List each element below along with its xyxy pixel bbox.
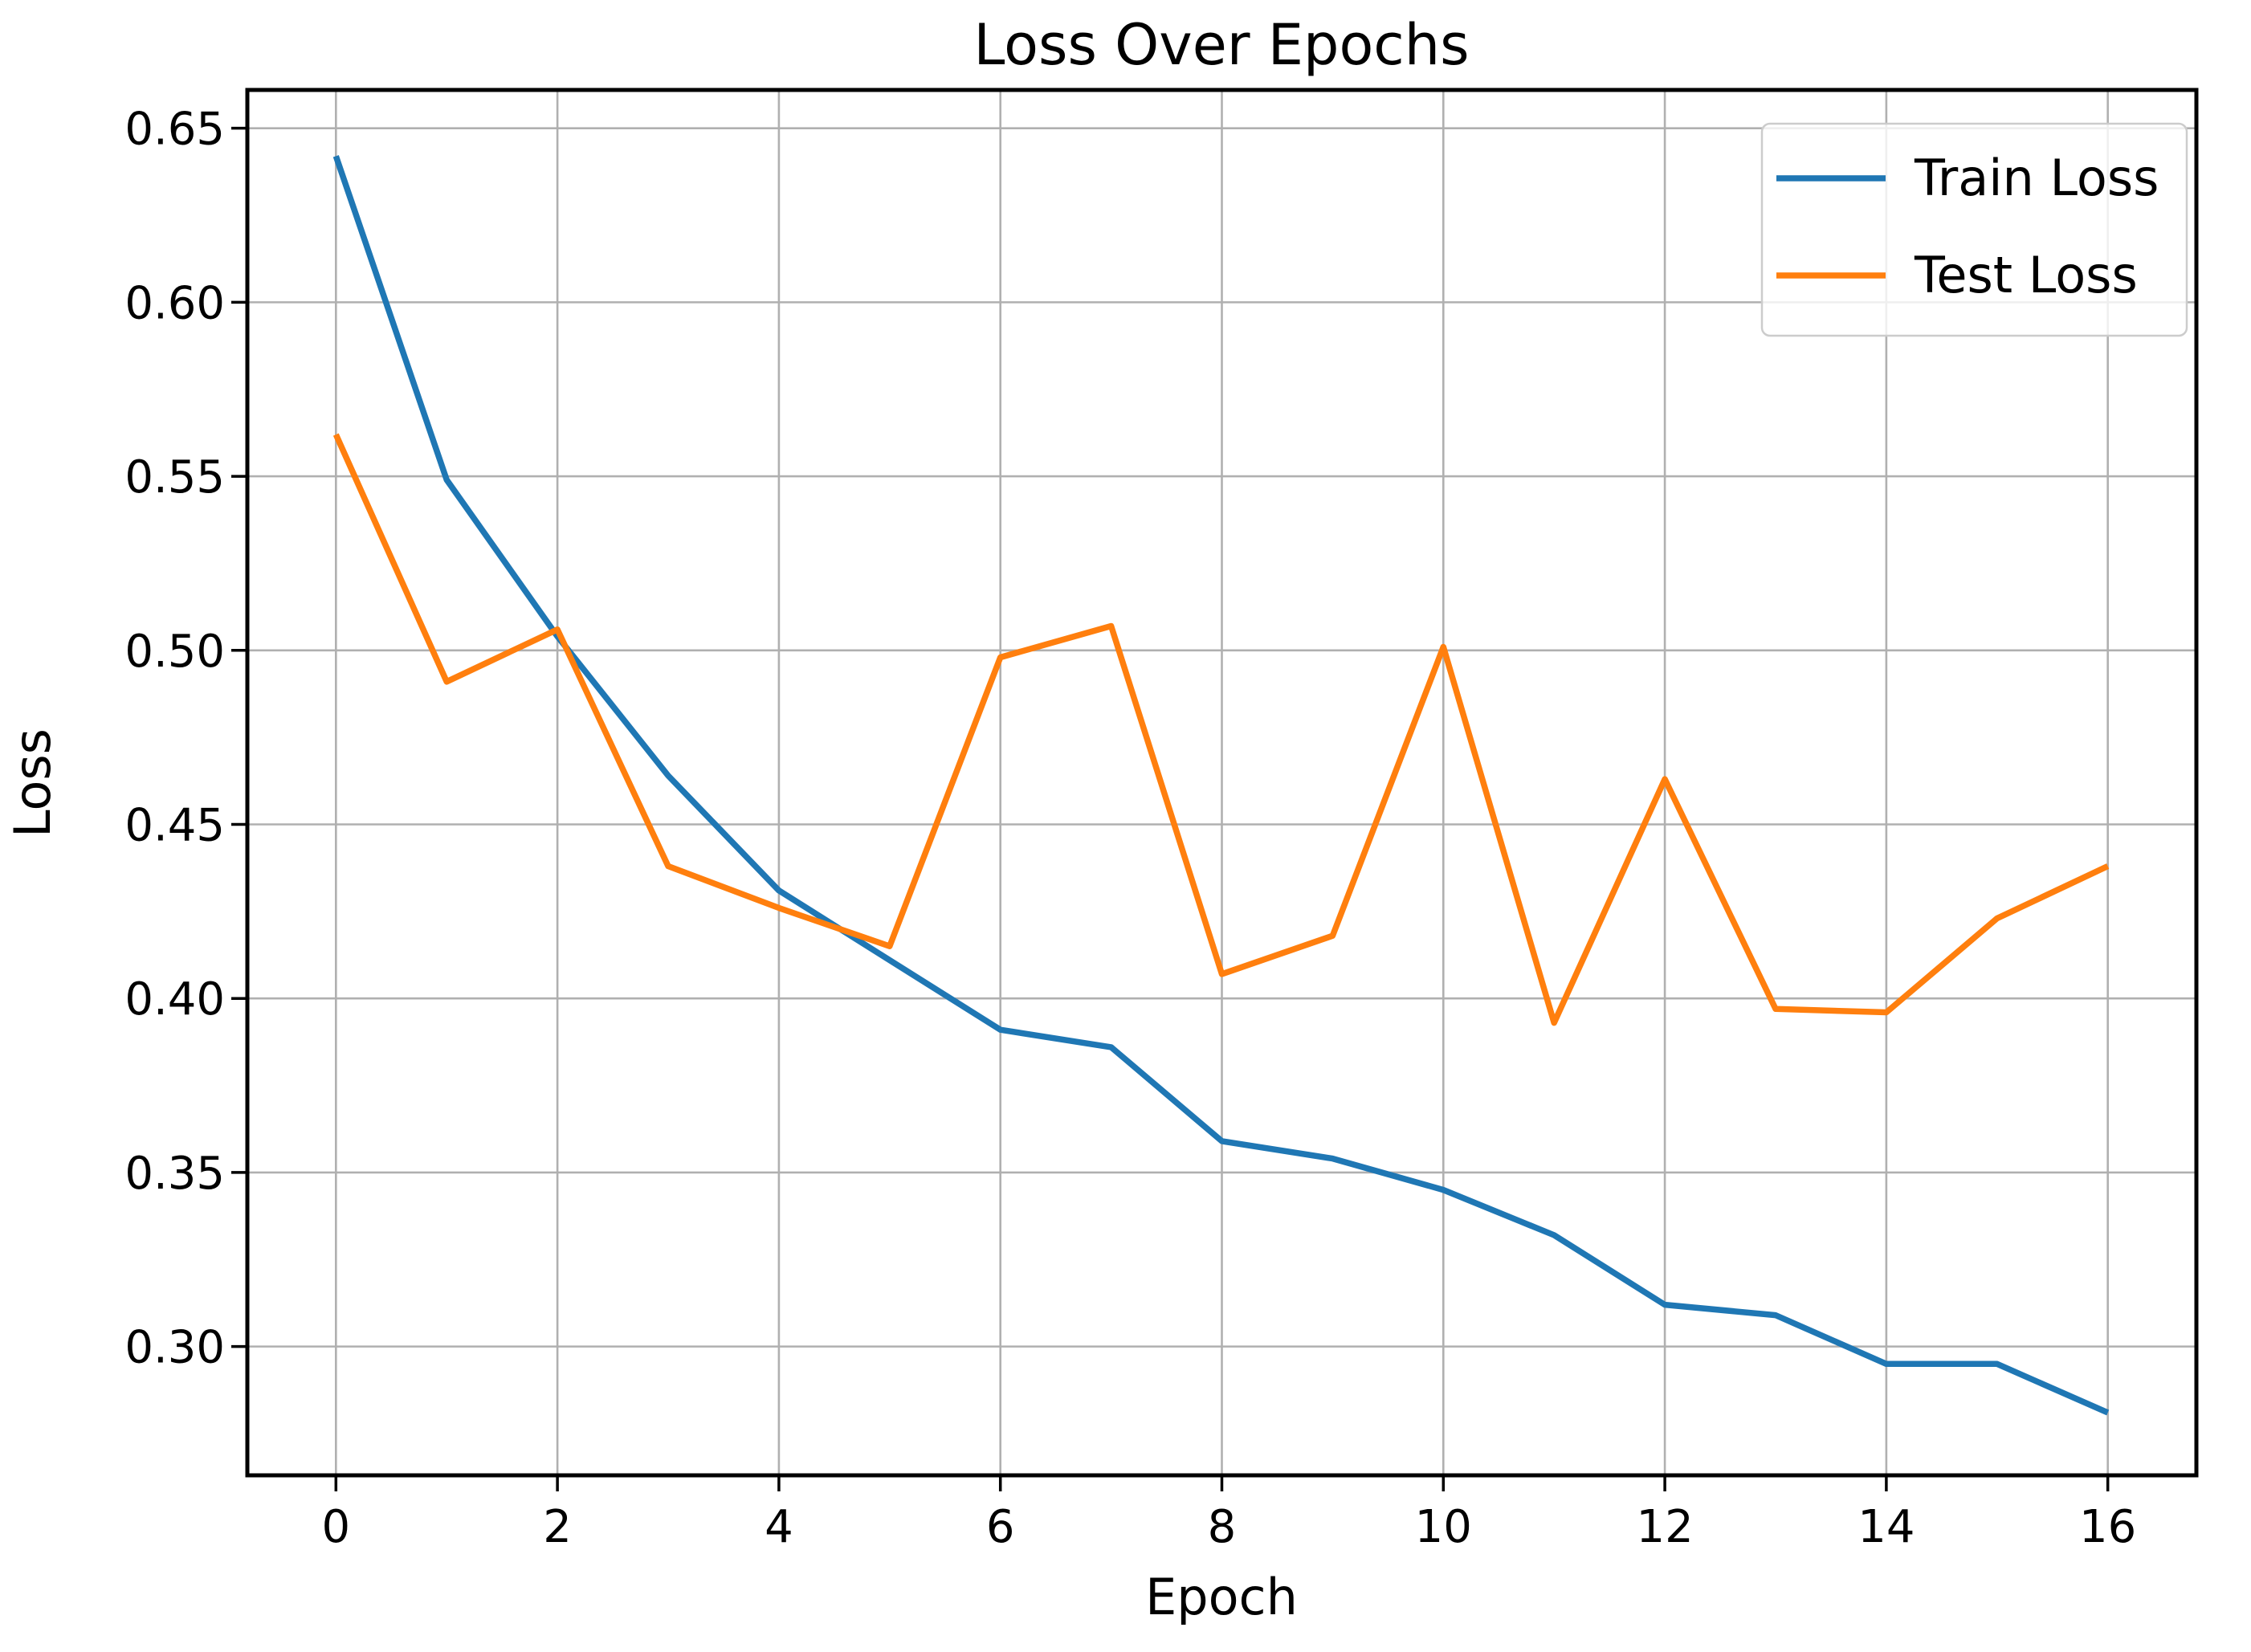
- y-tick-label-0.30: 0.30: [124, 1322, 225, 1374]
- y-tick-label-0.45: 0.45: [124, 800, 225, 852]
- x-tick-label-4: 4: [765, 1501, 793, 1553]
- grid-layer: [247, 90, 2196, 1475]
- x-tick-label-10: 10: [1415, 1501, 1472, 1553]
- train-loss-line: [332, 155, 2110, 1416]
- y-tick-label-0.35: 0.35: [124, 1148, 225, 1200]
- chart-title: Loss Over Epochs: [973, 12, 1469, 78]
- y-axis-label: Loss: [3, 728, 62, 838]
- x-axis-label: Epoch: [1145, 1568, 1298, 1626]
- x-tick-label-16: 16: [2079, 1501, 2136, 1553]
- y-tick-label-0.40: 0.40: [124, 973, 225, 1026]
- x-tick-label-2: 2: [543, 1501, 572, 1553]
- x-tick-label-8: 8: [1208, 1501, 1237, 1553]
- series-layer: [332, 155, 2110, 1416]
- x-tick-label-12: 12: [1636, 1501, 1693, 1553]
- y-tick-label-0.55: 0.55: [124, 451, 225, 504]
- x-tick-label-6: 6: [986, 1501, 1015, 1553]
- y-tick-label-0.50: 0.50: [124, 626, 225, 678]
- x-tick-label-14: 14: [1857, 1501, 1915, 1553]
- legend-label-test-loss: Test Loss: [1914, 246, 2138, 304]
- y-tick-label-0.60: 0.60: [124, 277, 225, 329]
- x-tick-label-0: 0: [321, 1501, 350, 1553]
- test-loss-line: [332, 433, 2110, 1026]
- legend-label-train-loss: Train Loss: [1914, 149, 2159, 207]
- axes-layer: 0 2 4 6 8 10 12 14 16 0.30 0.35 0.40 0.45 0.50 0.55 0.6…: [124, 88, 2199, 1553]
- y-tick-label-0.65: 0.65: [124, 104, 225, 156]
- legend: Train Loss Test Loss: [1760, 122, 2188, 337]
